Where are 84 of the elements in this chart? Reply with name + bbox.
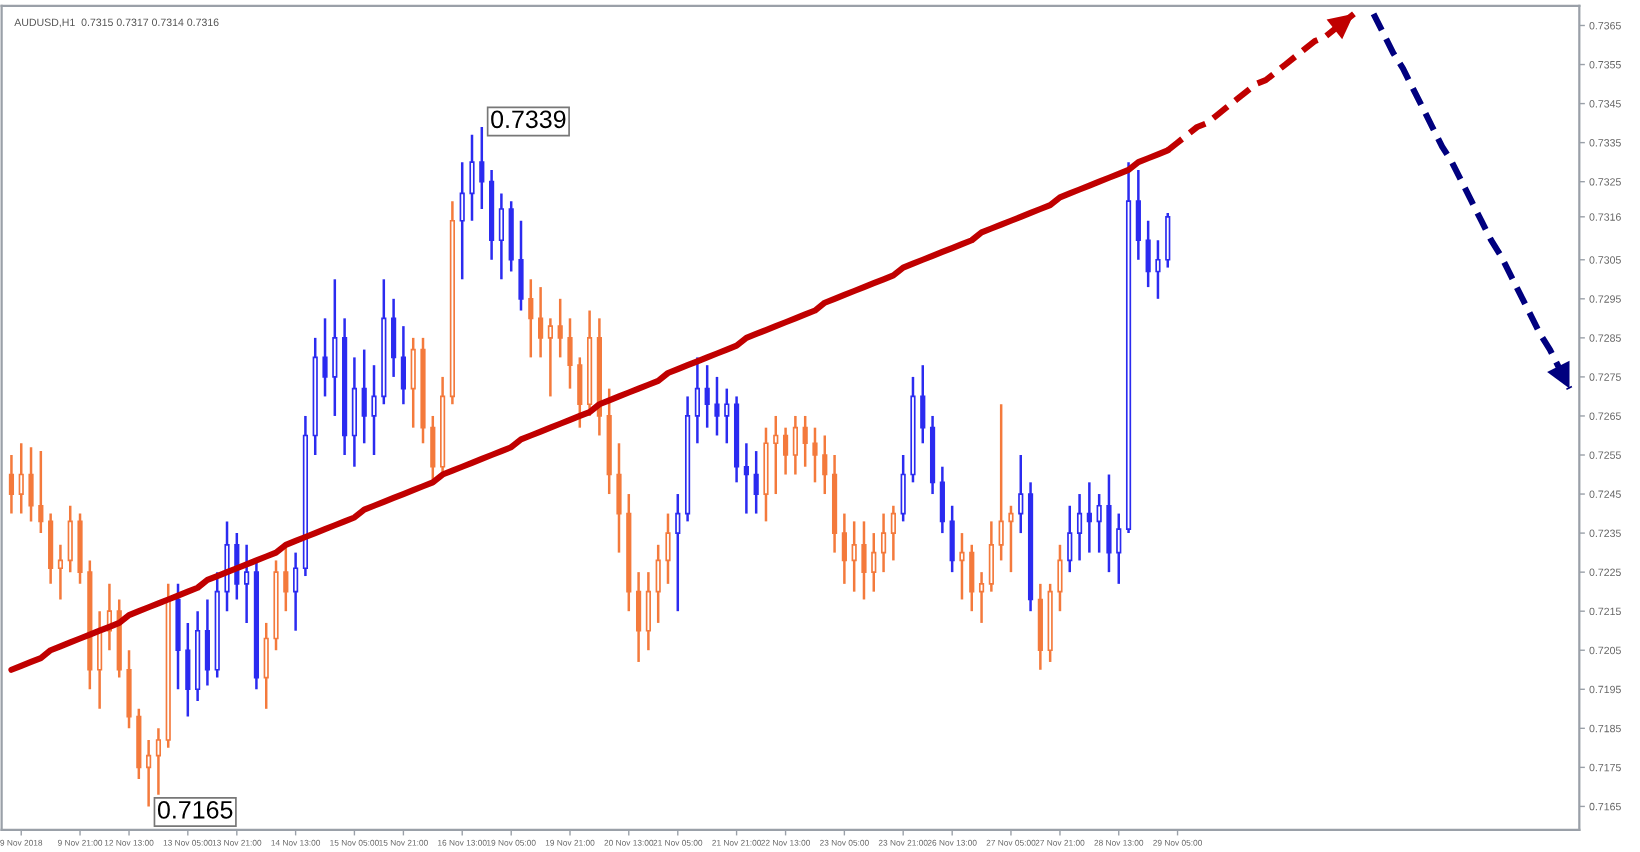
candlestick bbox=[469, 133, 475, 222]
candlestick bbox=[871, 531, 877, 593]
candlestick bbox=[8, 453, 15, 515]
candlestick bbox=[1096, 492, 1102, 554]
candlestick bbox=[1057, 543, 1063, 613]
candlestick bbox=[283, 543, 289, 613]
candlestick bbox=[900, 453, 906, 523]
candlestick bbox=[694, 356, 700, 445]
candlestick bbox=[782, 426, 789, 476]
candlestick bbox=[714, 375, 720, 437]
candlestick bbox=[1135, 168, 1141, 262]
candlestick bbox=[1018, 453, 1024, 535]
candlestick bbox=[1067, 504, 1073, 574]
candlestick bbox=[430, 414, 436, 484]
candlestick bbox=[322, 317, 328, 398]
candlestick bbox=[753, 449, 759, 515]
candlestick bbox=[920, 363, 926, 445]
candlestick bbox=[479, 125, 485, 211]
candlestick bbox=[1165, 211, 1171, 269]
candlestick bbox=[890, 504, 896, 562]
candlestick bbox=[244, 543, 250, 625]
candlestick bbox=[802, 414, 808, 468]
candlestick bbox=[557, 297, 563, 359]
candlestick bbox=[1086, 481, 1092, 554]
candlestick bbox=[263, 621, 269, 711]
candlestick bbox=[185, 621, 191, 718]
candlestick bbox=[969, 543, 975, 613]
candlestick bbox=[224, 520, 230, 613]
candlestick bbox=[645, 570, 651, 652]
candlestick bbox=[498, 192, 505, 281]
candlestick bbox=[1116, 512, 1122, 586]
candlestick bbox=[204, 598, 211, 687]
candlestick bbox=[38, 449, 44, 535]
candlestick bbox=[48, 512, 54, 586]
candlestick bbox=[400, 324, 407, 406]
candlestick bbox=[822, 434, 828, 496]
candlestick bbox=[949, 504, 955, 574]
candlestick bbox=[675, 492, 681, 613]
candlestick bbox=[1145, 219, 1151, 289]
candlestick bbox=[1008, 504, 1014, 574]
candlestick bbox=[547, 317, 553, 398]
annotation: 0.7165 bbox=[157, 800, 233, 819]
candlestick bbox=[959, 531, 965, 601]
candlestick bbox=[861, 520, 867, 601]
candlestick bbox=[126, 648, 132, 730]
candlestick bbox=[665, 512, 671, 586]
candlestick bbox=[998, 402, 1004, 562]
candlestick bbox=[538, 285, 544, 359]
candlestick bbox=[978, 570, 985, 625]
candlestick bbox=[616, 442, 622, 554]
candlestick bbox=[371, 363, 377, 457]
candlestick bbox=[459, 160, 465, 281]
candlestick bbox=[518, 219, 524, 312]
candlestick bbox=[332, 278, 338, 418]
candlestick bbox=[67, 504, 73, 574]
candlestick bbox=[57, 543, 64, 601]
candlestick bbox=[704, 363, 710, 429]
candlestick bbox=[146, 738, 152, 808]
candlestick bbox=[851, 520, 857, 593]
candlestick bbox=[410, 336, 416, 429]
candlestick bbox=[812, 426, 818, 484]
candlestick bbox=[567, 317, 573, 390]
annotation: 0.7339 bbox=[491, 110, 566, 129]
candlestick bbox=[1155, 238, 1161, 301]
candlestick bbox=[28, 445, 34, 523]
candlestick bbox=[743, 442, 749, 515]
candlestick bbox=[988, 520, 994, 593]
candlestick bbox=[880, 512, 887, 574]
candlestick bbox=[773, 414, 779, 496]
candlestick bbox=[841, 512, 847, 586]
candlestick bbox=[361, 348, 367, 445]
candlestick bbox=[635, 570, 642, 664]
candlestick bbox=[577, 356, 583, 429]
candlestick bbox=[655, 543, 661, 625]
candlestick bbox=[351, 356, 358, 468]
candlestick bbox=[293, 551, 299, 632]
candlestick bbox=[528, 278, 534, 359]
candlestick bbox=[939, 465, 945, 535]
candlestick bbox=[1076, 492, 1083, 562]
candlestick bbox=[391, 297, 397, 379]
candlestick bbox=[792, 414, 798, 476]
candlestick bbox=[18, 442, 24, 515]
candlestick bbox=[724, 387, 730, 445]
candlestick bbox=[1106, 473, 1112, 574]
